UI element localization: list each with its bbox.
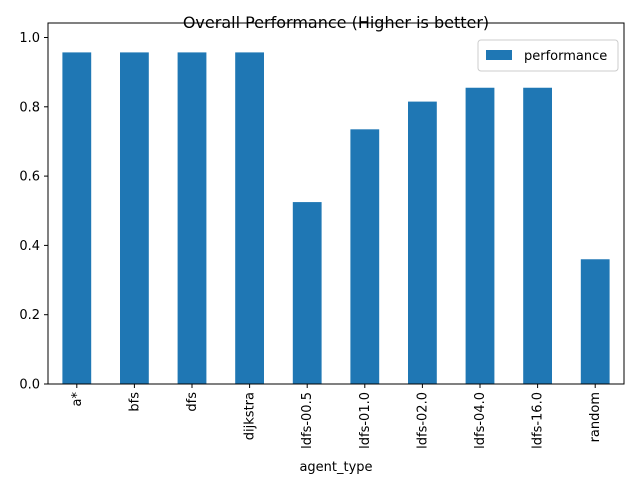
bar-bfs bbox=[120, 52, 149, 385]
bars-layer bbox=[62, 52, 610, 385]
y-tick-label: 0.0 bbox=[19, 378, 40, 393]
y-tick-label: 0.6 bbox=[19, 170, 40, 185]
bar-random bbox=[580, 259, 610, 384]
bar-dijkstra bbox=[235, 52, 264, 385]
legend-label: performance bbox=[524, 49, 607, 64]
x-tick-label: ldfs-16.0 bbox=[531, 392, 546, 449]
x-tick-label: ldfs-01.0 bbox=[358, 392, 373, 449]
bar-ldfs-04.0 bbox=[465, 87, 495, 385]
x-tick-label: random bbox=[588, 392, 603, 442]
bar-ldfs-01.0 bbox=[350, 129, 380, 384]
legend: performance bbox=[477, 39, 619, 72]
y-axis: 0.0 0.2 0.4 0.6 0.8 1.0 bbox=[19, 31, 48, 393]
bar-dfs bbox=[177, 52, 207, 385]
y-tick-label: 1.0 bbox=[19, 31, 40, 46]
x-tick-label: dfs bbox=[185, 392, 200, 412]
x-tick-label: dijkstra bbox=[243, 392, 258, 440]
legend-box bbox=[477, 39, 619, 72]
plot-frame bbox=[47, 22, 625, 385]
bar-ldfs-16.0 bbox=[523, 87, 552, 385]
bar-ldfs-00.5 bbox=[292, 202, 322, 384]
bar-a* bbox=[62, 52, 92, 385]
x-axis: a* bfs dfs dijkstra ldfs-00.5 ldfs-01.0 ldfs-0… bbox=[70, 384, 603, 449]
x-tick-label: a* bbox=[70, 392, 85, 407]
x-tick-label: ldfs-04.0 bbox=[473, 392, 488, 449]
x-tick-label: ldfs-00.5 bbox=[300, 392, 315, 449]
y-tick-label: 0.2 bbox=[19, 308, 40, 323]
x-axis-title: agent_type bbox=[299, 460, 372, 475]
y-tick-label: 0.4 bbox=[19, 239, 40, 254]
x-tick-label: ldfs-02.0 bbox=[415, 392, 430, 449]
y-tick-label: 0.8 bbox=[19, 100, 40, 115]
legend-swatch bbox=[486, 50, 512, 60]
x-tick-label: bfs bbox=[127, 392, 142, 412]
bar-ldfs-02.0 bbox=[408, 101, 437, 384]
